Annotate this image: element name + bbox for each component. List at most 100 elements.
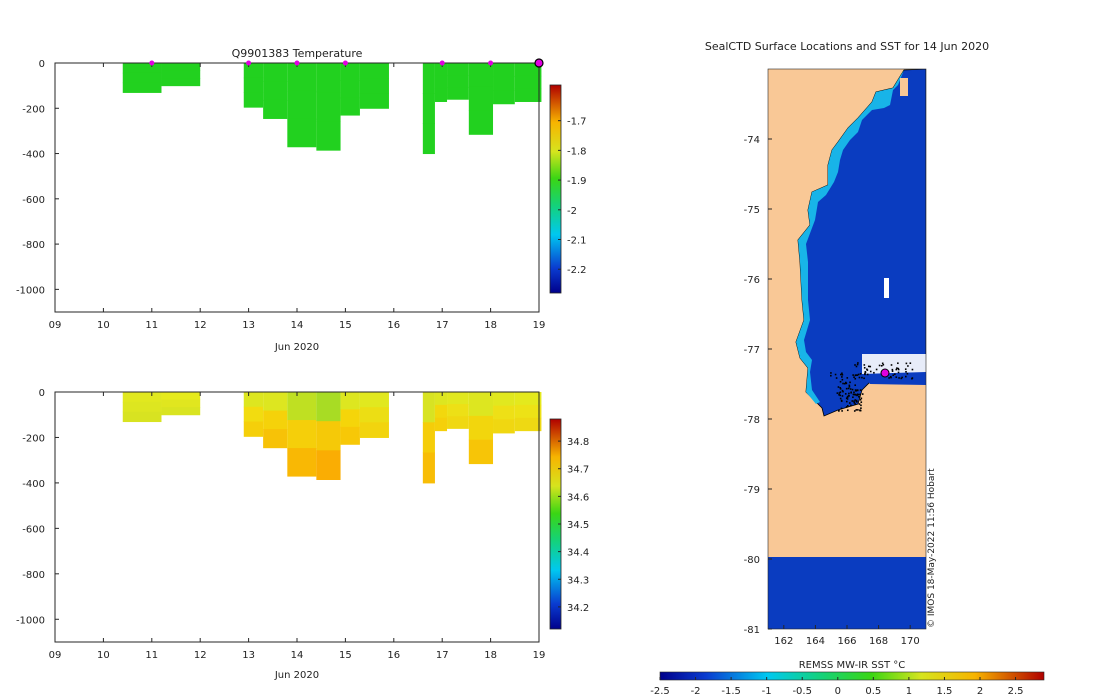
profile-13-band-2 [514,88,542,102]
profile-4-band-1 [287,90,317,120]
y-tick-label: -200 [22,433,45,444]
track-point [852,393,855,396]
track-point [846,409,849,412]
track-point [830,374,832,377]
track-point [881,362,884,365]
track-point [857,362,859,364]
land-patch [900,78,908,96]
track-point [852,374,854,376]
profile-0-band-1 [122,72,162,84]
profile-1-band-1 [161,399,201,408]
x-tick-label: 12 [194,320,207,331]
track-point [845,400,848,403]
track-point [847,394,850,397]
profile-9-band-1 [434,404,448,419]
track-point [860,401,863,403]
track-point [895,368,898,371]
track-point [854,393,857,396]
colorbar-tick-label: 34.7 [567,465,589,476]
x-tick-label: 11 [145,320,158,331]
y-tick-label: -1000 [16,285,45,296]
track-point [842,390,844,393]
profile-10-band-0 [447,63,469,76]
profile-5-band-2 [316,450,341,480]
x-tick-label: 09 [49,650,62,661]
track-point [905,362,908,365]
lat-tick-label: -80 [744,555,760,566]
sst-colorbar-tick-label: -0.5 [792,686,812,697]
temperature-profiles [122,63,542,155]
x-tick-label: 18 [484,320,497,331]
track-point [853,401,856,404]
x-tick-label: 13 [242,650,255,661]
profile-12-band-0 [493,392,515,407]
profile-12-band-0 [493,63,515,78]
track-point [840,373,842,376]
colorbar-tick-label: -2 [567,206,577,217]
profile-marker [294,60,300,66]
sst-colorbar-tick-label: -1.5 [721,686,741,697]
track-point [897,368,900,371]
colorbar-tick-label: 34.4 [567,548,589,559]
track-point [856,389,859,391]
track-point [835,377,838,379]
no-data-patch [884,278,889,298]
x-tick-label: 17 [436,320,449,331]
profile-0-band-1 [122,401,162,413]
track-point [854,399,857,401]
profile-2-band-2 [243,92,264,108]
profile-marker [149,60,155,66]
track-point [845,387,848,390]
track-point [845,381,847,384]
track-point [860,404,862,407]
southern-ice-region [768,557,926,629]
x-tick-label: 19 [533,650,546,661]
track-point [859,393,861,396]
profile-10-band-1 [447,404,469,417]
x-tick-label: 14 [291,320,304,331]
profile-5-band-1 [316,421,341,451]
sst-colorbar [659,671,1045,681]
salinity-colorbar-ticks: 34.8 34.7 34.6 34.5 34.4 34.3 34.2 [558,437,589,614]
sst-map-panel: SealCTD Surface Locations and SST for 14… [650,40,1045,697]
track-point [854,377,857,380]
track-point [860,397,863,400]
colorbar-tick-label: -1.8 [567,146,587,157]
profile-4-band-1 [287,420,317,449]
colorbar-tick-label: -2.1 [567,236,587,247]
track-point [869,370,872,373]
track-point [846,404,849,407]
track-point [839,397,842,400]
temperature-y-ticks: 0 -200 -400 -600 -800 -1000 [16,59,59,296]
track-point [853,391,855,394]
colorbar-tick-label: 34.5 [567,520,589,531]
track-point [853,376,855,379]
track-point [911,377,913,380]
x-tick-label: 19 [533,320,546,331]
sst-colorbar-tick-label: -2 [691,686,701,697]
track-point [846,398,849,400]
sst-colorbar-tick-label: 2 [977,686,983,697]
track-point [851,400,854,402]
track-point [864,371,867,374]
x-tick-label: 09 [49,320,62,331]
track-point [863,377,865,380]
x-tick-label: 10 [97,320,110,331]
track-point [864,372,866,375]
track-point [845,382,848,385]
profile-0-band-2 [122,82,162,93]
track-point [861,393,864,395]
profile-4-band-0 [287,63,317,92]
temperature-colorbar-ticks: -1.7 -1.8 -1.9 -2 -2.1 -2.2 [558,117,587,276]
watermark: © IMOS 18-May-2022 11:56 Hobart [927,468,937,628]
track-point [845,406,848,408]
track-point [842,382,844,385]
track-point [841,374,844,376]
salinity-xlabel: Jun 2020 [274,670,319,681]
profile-2-band-1 [243,406,264,423]
profile-2-band-0 [243,392,264,408]
profile-3-band-2 [263,99,288,119]
track-point [847,387,850,390]
track-point [907,365,909,367]
profile-9-band-0 [434,392,448,406]
